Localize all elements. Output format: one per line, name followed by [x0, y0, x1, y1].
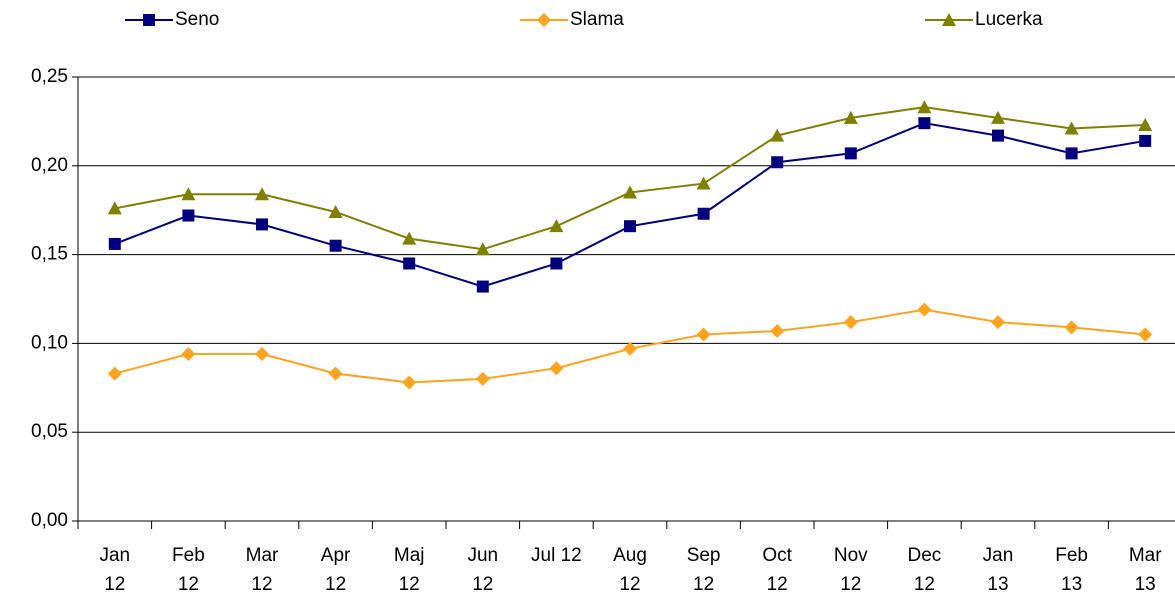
x-tick-label: Feb 13 — [1055, 545, 1088, 594]
data-point — [182, 209, 195, 222]
data-point — [1065, 147, 1078, 160]
x-tick-label: Dec 12 — [907, 545, 942, 594]
data-point — [328, 204, 343, 218]
data-point — [402, 375, 417, 390]
x-tick-label: Apr 12 — [320, 545, 351, 594]
data-point — [550, 257, 563, 270]
y-tick-label: 0,05 — [31, 421, 68, 442]
x-tick-label: Jan 13 — [982, 545, 1014, 594]
data-point — [624, 220, 636, 233]
legend-label: Seno — [175, 9, 219, 30]
data-point — [403, 257, 416, 270]
x-tick-label: Mar 13 — [1128, 545, 1162, 594]
data-point — [770, 128, 785, 142]
data-point — [623, 185, 637, 199]
x-tick-label: Maj 12 — [393, 545, 425, 594]
data-point — [991, 315, 1005, 330]
data-point — [1064, 121, 1079, 135]
legend-label: Slama — [570, 9, 624, 30]
data-point — [181, 187, 196, 201]
data-point — [181, 347, 196, 362]
data-point — [771, 156, 784, 169]
legend-marker — [537, 13, 551, 27]
data-point — [623, 341, 637, 356]
data-point — [1139, 134, 1152, 147]
data-point — [1138, 117, 1153, 131]
data-point — [843, 315, 858, 330]
data-point — [108, 237, 121, 250]
data-point — [549, 361, 564, 376]
data-point — [475, 371, 490, 386]
data-point — [1138, 327, 1153, 342]
data-point — [844, 147, 857, 160]
data-point — [992, 129, 1004, 142]
data-point — [256, 218, 268, 231]
legend-marker — [942, 13, 956, 26]
data-point — [918, 117, 931, 130]
data-point — [843, 110, 858, 124]
legend-label: Lucerka — [975, 9, 1043, 30]
x-tick-label: Jul 12 — [531, 545, 582, 566]
data-point — [328, 366, 343, 381]
legend-marker — [143, 14, 155, 26]
data-point — [1064, 320, 1079, 335]
y-tick-label: 0,10 — [31, 332, 68, 353]
data-point — [402, 231, 417, 245]
data-point — [697, 207, 710, 220]
data-point — [255, 187, 269, 201]
data-point — [991, 110, 1005, 124]
y-tick-label: 0,20 — [31, 155, 68, 176]
data-point — [329, 239, 342, 252]
y-tick-label: 0,00 — [31, 510, 68, 531]
x-tick-label: Sep 12 — [686, 545, 721, 594]
data-point — [107, 201, 122, 215]
x-tick-label: Jan 12 — [99, 545, 131, 594]
x-tick-label: Jun 12 — [467, 545, 499, 594]
x-tick-label: Oct 12 — [762, 545, 792, 594]
data-point — [696, 327, 711, 342]
y-tick-label: 0,15 — [31, 244, 68, 265]
data-point — [475, 242, 490, 256]
data-point — [917, 302, 932, 317]
data-point — [696, 176, 711, 190]
data-point — [476, 280, 489, 293]
x-tick-label: Feb 12 — [172, 545, 205, 594]
data-point — [770, 323, 785, 338]
x-tick-label: Mar 12 — [245, 545, 279, 594]
data-point — [549, 219, 564, 233]
x-tick-label: Nov 12 — [833, 545, 868, 594]
data-point — [255, 347, 269, 362]
x-tick-label: Aug 12 — [613, 545, 647, 594]
y-tick-label: 0,25 — [31, 66, 68, 87]
data-point — [107, 366, 122, 381]
data-point — [917, 100, 932, 114]
series-line — [114, 122, 1146, 288]
